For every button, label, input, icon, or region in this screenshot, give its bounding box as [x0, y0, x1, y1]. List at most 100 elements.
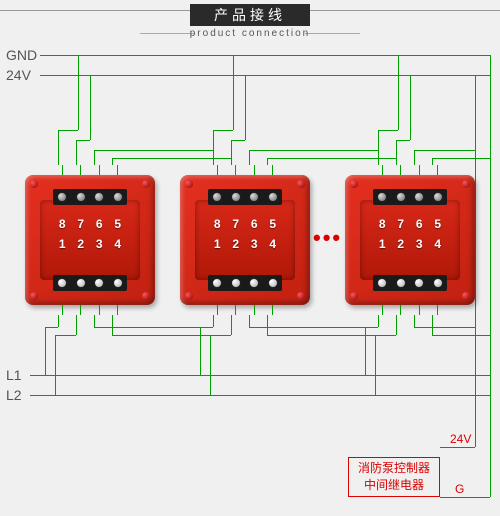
term-num: 5: [269, 217, 276, 231]
terminal-box-3: 8 7 6 5 1 2 3 4: [345, 175, 475, 305]
wire-b2-l2-v: [210, 335, 211, 395]
screw: [396, 278, 406, 288]
screw: [377, 192, 387, 202]
screw: [76, 278, 86, 288]
leads-top: [53, 165, 127, 175]
term-num: 3: [251, 237, 258, 251]
corner-screw: [142, 180, 150, 188]
wire-b3-24v-h: [396, 140, 410, 141]
wire-b2-l1-h: [200, 327, 213, 328]
wire-right-24v-drop: [475, 75, 476, 447]
corner-screw: [142, 292, 150, 300]
term-num: 8: [379, 217, 386, 231]
wire-b2-gnd-v: [213, 130, 214, 150]
title-en: product connection: [0, 28, 500, 39]
wire-24v-bus: [40, 75, 490, 76]
wire-b2-24v-h: [231, 140, 245, 141]
corner-screw: [185, 292, 193, 300]
wire-b2-gnd-h: [213, 130, 233, 131]
leads-bot: [208, 305, 282, 315]
label-24v: 24V: [6, 67, 31, 83]
corner-screw: [462, 292, 470, 300]
label-g-right: G: [455, 482, 464, 496]
wire-b1-t7-up: [90, 75, 91, 140]
term-num: 5: [434, 217, 441, 231]
controller-line2: 中间继电器: [364, 477, 424, 494]
label-l1: L1: [6, 367, 22, 383]
wire-b1-t6-h: [94, 150, 213, 151]
wire-b1-b1-v: [58, 315, 59, 327]
wire-b3-24v-v: [396, 140, 397, 158]
wire-b1-t7-v: [76, 140, 77, 165]
wire-b1-t8-up: [78, 55, 79, 130]
leads-top: [208, 165, 282, 175]
screw: [231, 192, 241, 202]
corner-screw: [30, 180, 38, 188]
terminal-nums-bot: 1 2 3 4: [373, 237, 447, 251]
terminal-nums-top: 8 7 6 5: [208, 217, 282, 231]
wire-b3-gnd-v: [378, 130, 379, 150]
wire-b3-b1-v: [378, 315, 379, 327]
wire-b3-b3-v: [414, 315, 415, 327]
wiring-diagram: 产品接线 product connection GND 24V L1 L2 24…: [0, 0, 500, 516]
leads-bot: [373, 305, 447, 315]
wire-right-gnd-drop: [490, 55, 491, 497]
terminal-nums-top: 8 7 6 5: [53, 217, 127, 231]
screw: [113, 192, 123, 202]
wire-b3-b4-v: [432, 315, 433, 335]
term-num: 2: [232, 237, 239, 251]
wire-b1-t8-h: [58, 130, 78, 131]
screw: [212, 192, 222, 202]
wire-b3-l2-v: [375, 335, 376, 395]
terminal-strip-top: [208, 189, 282, 205]
label-l2: L2: [6, 387, 22, 403]
corner-screw: [462, 180, 470, 188]
screw: [396, 192, 406, 202]
terminal-strip-top: [373, 189, 447, 205]
wire-b1-l2-v: [55, 335, 56, 395]
corner-screw: [350, 292, 358, 300]
wire-b3-l1-h: [365, 327, 378, 328]
wire-b1-b4-v: [112, 315, 113, 335]
wire-b3-gnd-h: [378, 130, 398, 131]
title-cn: 产品接线: [190, 4, 310, 26]
term-num: 1: [59, 237, 66, 251]
wire-b3-t5-h: [432, 158, 490, 159]
terminal-nums-bot: 1 2 3 4: [53, 237, 127, 251]
wire-b1-b2-v: [76, 315, 77, 335]
terminal-nums-bot: 1 2 3 4: [208, 237, 282, 251]
term-num: 7: [77, 217, 84, 231]
wire-b2-t7-v: [231, 158, 232, 165]
wire-b1-t5-v: [112, 158, 113, 165]
wire-b2-t6-h: [249, 150, 378, 151]
term-num: 2: [77, 237, 84, 251]
wire-b3-b4-h: [432, 335, 490, 336]
term-num: 6: [251, 217, 258, 231]
wire-b3-t5-v: [432, 158, 433, 165]
wire-b2-b2-v: [231, 315, 232, 335]
ellipsis: •••: [313, 225, 342, 251]
controller-box: 消防泵控制器 中间继电器: [348, 457, 440, 497]
wire-b1-b2-h: [55, 335, 76, 336]
term-num: 6: [96, 217, 103, 231]
screw: [268, 192, 278, 202]
screw: [249, 278, 259, 288]
terminal-box-2: 8 7 6 5 1 2 3 4: [180, 175, 310, 305]
terminal-strip-bot: [373, 275, 447, 291]
screw: [231, 278, 241, 288]
corner-screw: [30, 292, 38, 300]
screw: [94, 278, 104, 288]
label-24v-right: 24V: [450, 432, 471, 446]
wire-b2-gnd-up: [233, 55, 234, 130]
term-num: 6: [416, 217, 423, 231]
wire-b2-t6-v: [249, 150, 250, 165]
wire-b2-b3-v: [249, 315, 250, 327]
leads-bot: [53, 305, 127, 315]
term-num: 3: [416, 237, 423, 251]
wire-b3-l2-h: [375, 335, 396, 336]
terminal-box-1: 8 7 6 5 1 2 3 4: [25, 175, 155, 305]
wire-l2-bus: [30, 395, 490, 396]
wire-b2-l2-h: [210, 335, 231, 336]
wire-g-right: [440, 497, 490, 498]
screw: [268, 278, 278, 288]
